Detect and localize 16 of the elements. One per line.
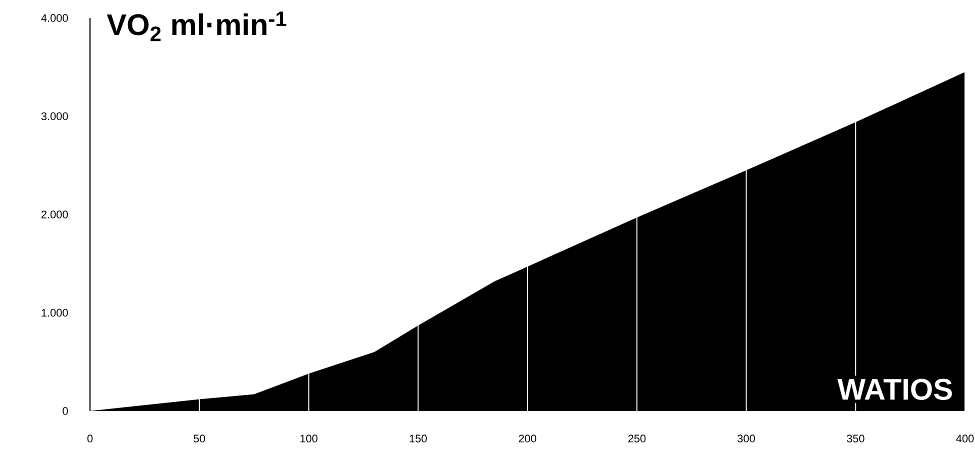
- y-tick-label: 1.000: [42, 308, 68, 317]
- x-tick-label: 250: [628, 434, 646, 442]
- x-tick-label: 0: [87, 434, 93, 442]
- x-tick-label: 300: [738, 434, 755, 442]
- x-tick-label: 50: [194, 434, 206, 442]
- y-tick-label: 0: [62, 407, 68, 415]
- y-tick-label: 2.000: [41, 210, 68, 218]
- y-tick-label: 3.000: [41, 112, 68, 120]
- x-tick-label: 400: [956, 434, 974, 442]
- y-tick-label: 4.000: [41, 14, 68, 22]
- chart-title: VO$_{2}$ ml·min$^{-1}$: [106, 12, 286, 42]
- x-tick-label: 200: [518, 434, 536, 442]
- x-tick-label: 150: [410, 434, 427, 442]
- x-tick-label: 100: [300, 434, 318, 442]
- x-axis-title: WATIOS: [837, 378, 952, 400]
- x-tick-label: 350: [846, 434, 864, 442]
